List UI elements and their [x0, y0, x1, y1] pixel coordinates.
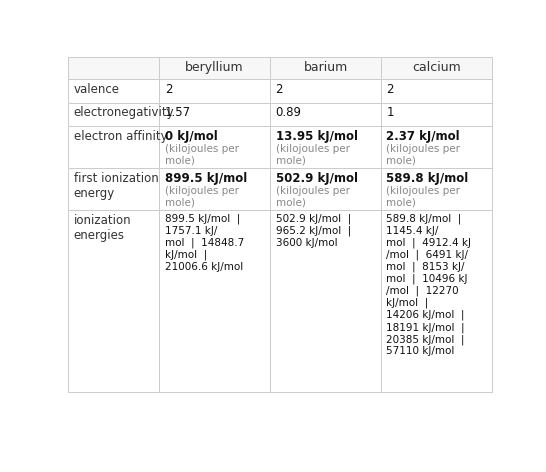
- Text: valence: valence: [74, 83, 120, 96]
- Bar: [68, 103, 159, 126]
- Text: barium: barium: [304, 61, 348, 75]
- Text: first ionization
energy: first ionization energy: [74, 172, 158, 200]
- Bar: [270, 168, 381, 210]
- Bar: [270, 210, 381, 392]
- Text: 1.57: 1.57: [165, 106, 191, 119]
- Bar: [68, 79, 159, 103]
- Bar: [159, 79, 270, 103]
- Bar: [381, 210, 492, 392]
- Text: (kilojoules per
mole): (kilojoules per mole): [387, 144, 460, 166]
- Bar: [159, 126, 270, 168]
- Text: 589.8 kJ/mol: 589.8 kJ/mol: [387, 172, 468, 185]
- Text: 13.95 kJ/mol: 13.95 kJ/mol: [276, 130, 358, 143]
- Bar: [381, 79, 492, 103]
- Text: 0 kJ/mol: 0 kJ/mol: [165, 130, 217, 143]
- Bar: [159, 103, 270, 126]
- Text: (kilojoules per
mole): (kilojoules per mole): [276, 144, 349, 166]
- Bar: [68, 126, 159, 168]
- Text: 899.5 kJ/mol: 899.5 kJ/mol: [165, 172, 247, 185]
- Bar: [381, 126, 492, 168]
- Bar: [381, 168, 492, 210]
- Text: (kilojoules per
mole): (kilojoules per mole): [165, 186, 239, 208]
- Text: 899.5 kJ/mol  |
1757.1 kJ/
mol  |  14848.7
kJ/mol  |
21006.6 kJ/mol: 899.5 kJ/mol | 1757.1 kJ/ mol | 14848.7 …: [165, 214, 244, 271]
- Bar: [68, 168, 159, 210]
- Text: electron affinity: electron affinity: [74, 130, 168, 143]
- Bar: [270, 79, 381, 103]
- Bar: [159, 168, 270, 210]
- Text: (kilojoules per
mole): (kilojoules per mole): [387, 186, 460, 208]
- Bar: [270, 126, 381, 168]
- Text: (kilojoules per
mole): (kilojoules per mole): [165, 144, 239, 166]
- Text: ionization
energies: ionization energies: [74, 214, 132, 242]
- Text: (kilojoules per
mole): (kilojoules per mole): [276, 186, 349, 208]
- Text: beryllium: beryllium: [185, 61, 244, 75]
- Text: 0.89: 0.89: [276, 106, 301, 119]
- Text: 502.9 kJ/mol  |
965.2 kJ/mol  |
3600 kJ/mol: 502.9 kJ/mol | 965.2 kJ/mol | 3600 kJ/mo…: [276, 214, 351, 248]
- Text: 2: 2: [165, 83, 172, 96]
- Bar: [68, 57, 159, 79]
- Bar: [270, 103, 381, 126]
- Text: electronegativity: electronegativity: [74, 106, 174, 119]
- Text: 502.9 kJ/mol: 502.9 kJ/mol: [276, 172, 358, 185]
- Bar: [381, 57, 492, 79]
- Bar: [381, 103, 492, 126]
- Text: 1: 1: [387, 106, 394, 119]
- Text: 589.8 kJ/mol  |
1145.4 kJ/
mol  |  4912.4 kJ
/mol  |  6491 kJ/
mol  |  8153 kJ/
: 589.8 kJ/mol | 1145.4 kJ/ mol | 4912.4 k…: [387, 214, 471, 356]
- Text: 2.37 kJ/mol: 2.37 kJ/mol: [387, 130, 460, 143]
- Text: 2: 2: [276, 83, 283, 96]
- Bar: [159, 210, 270, 392]
- Text: 2: 2: [387, 83, 394, 96]
- Bar: [159, 57, 270, 79]
- Bar: [270, 57, 381, 79]
- Bar: [68, 210, 159, 392]
- Text: calcium: calcium: [412, 61, 461, 75]
